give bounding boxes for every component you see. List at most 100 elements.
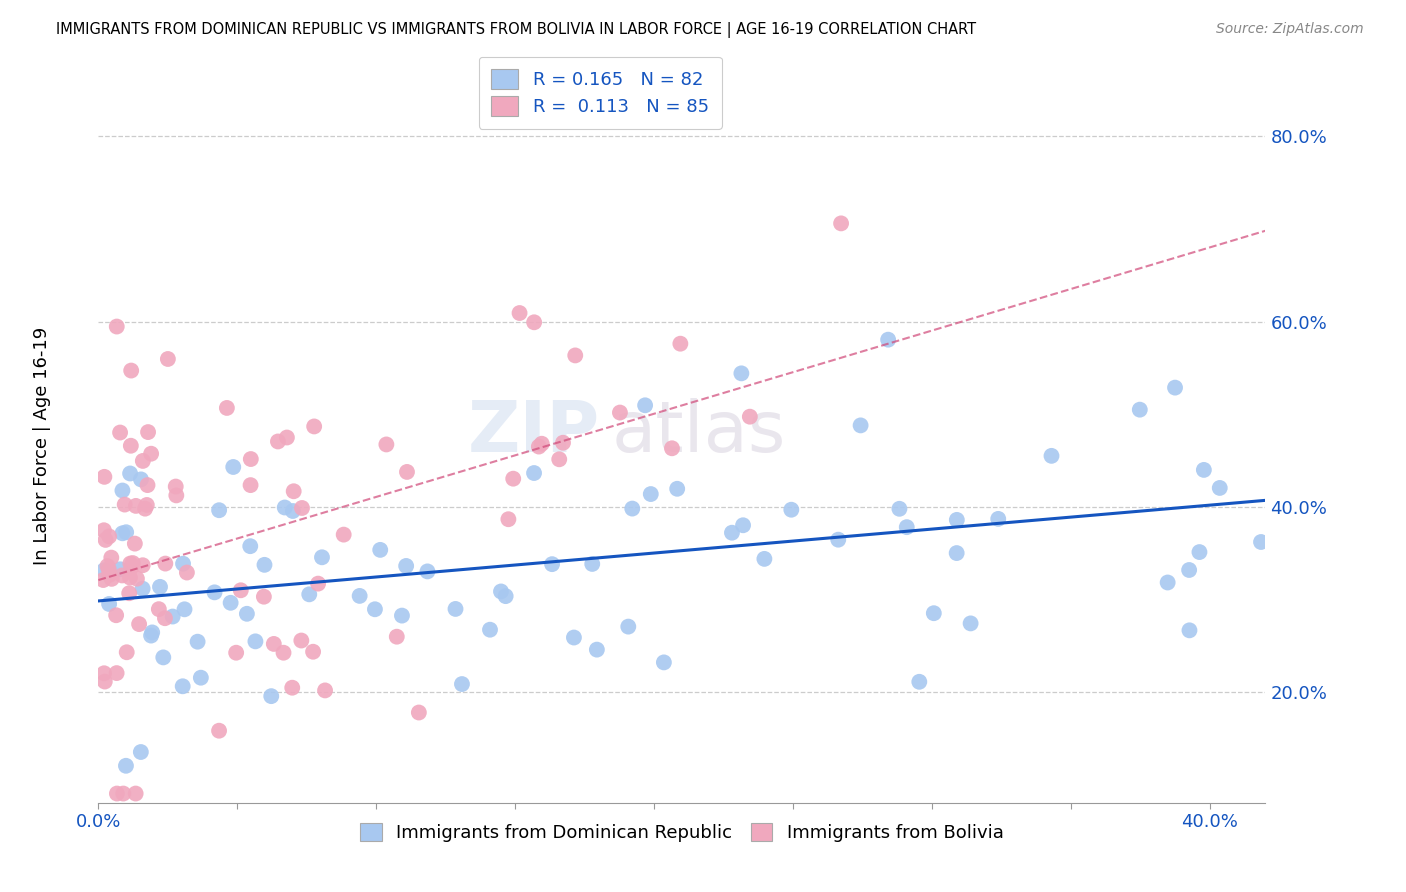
- Point: [222, 460, 245, 475]
- Point: [135, 498, 157, 512]
- Text: atlas: atlas: [612, 398, 786, 467]
- Point: [1178, 563, 1201, 577]
- Point: [416, 565, 439, 579]
- Point: [219, 596, 242, 610]
- Point: [239, 452, 262, 467]
- Point: [156, 351, 179, 366]
- Point: [105, 787, 128, 801]
- Text: Source: ZipAtlas.com: Source: ZipAtlas.com: [1216, 22, 1364, 37]
- Point: [375, 437, 398, 451]
- Point: [162, 609, 184, 624]
- Point: [239, 478, 262, 492]
- Point: [98, 529, 121, 543]
- Point: [666, 482, 689, 496]
- Point: [105, 608, 128, 623]
- Point: [564, 348, 586, 362]
- Point: [91, 573, 114, 587]
- Point: [153, 611, 176, 625]
- Point: [509, 306, 531, 320]
- Point: [152, 650, 174, 665]
- Point: [245, 634, 267, 648]
- Point: [364, 602, 387, 616]
- Point: [108, 562, 131, 576]
- Point: [190, 671, 212, 685]
- Point: [922, 606, 945, 620]
- Point: [125, 499, 148, 513]
- Point: [581, 557, 603, 571]
- Point: [114, 498, 136, 512]
- Point: [118, 586, 141, 600]
- Point: [283, 484, 305, 499]
- Point: [100, 572, 122, 586]
- Point: [173, 602, 195, 616]
- Point: [290, 633, 312, 648]
- Point: [1164, 381, 1187, 395]
- Point: [115, 525, 138, 540]
- Point: [121, 560, 143, 574]
- Point: [349, 589, 371, 603]
- Point: [640, 487, 662, 501]
- Point: [93, 523, 115, 537]
- Point: [669, 336, 692, 351]
- Point: [661, 442, 683, 456]
- Point: [118, 570, 141, 584]
- Point: [368, 542, 391, 557]
- Point: [946, 513, 969, 527]
- Point: [165, 488, 187, 502]
- Point: [120, 363, 142, 377]
- Point: [132, 558, 155, 573]
- Point: [298, 587, 321, 601]
- Point: [204, 585, 226, 599]
- Point: [105, 319, 128, 334]
- Point: [100, 550, 122, 565]
- Point: [148, 602, 170, 616]
- Point: [131, 582, 153, 596]
- Point: [987, 512, 1010, 526]
- Point: [208, 503, 231, 517]
- Text: In Labor Force | Age 16-19: In Labor Force | Age 16-19: [34, 326, 51, 566]
- Point: [111, 568, 134, 582]
- Point: [115, 758, 138, 772]
- Point: [273, 646, 295, 660]
- Point: [1192, 463, 1215, 477]
- Point: [253, 558, 276, 572]
- Point: [395, 465, 418, 479]
- Point: [523, 466, 546, 480]
- Point: [225, 646, 247, 660]
- Point: [498, 512, 520, 526]
- Point: [172, 557, 194, 571]
- Point: [302, 645, 325, 659]
- Point: [111, 526, 134, 541]
- Point: [738, 409, 761, 424]
- Point: [896, 520, 918, 534]
- Point: [302, 419, 325, 434]
- Legend: Immigrants from Dominican Republic, Immigrants from Bolivia: Immigrants from Dominican Republic, Immi…: [353, 815, 1011, 849]
- Point: [530, 436, 553, 450]
- Point: [721, 525, 744, 540]
- Point: [93, 666, 115, 681]
- Point: [444, 602, 467, 616]
- Point: [385, 630, 408, 644]
- Point: [408, 706, 430, 720]
- Point: [281, 504, 304, 518]
- Point: [96, 559, 118, 574]
- Point: [93, 470, 115, 484]
- Point: [479, 623, 502, 637]
- Point: [617, 619, 640, 633]
- Point: [129, 472, 152, 486]
- Point: [754, 552, 776, 566]
- Point: [1188, 545, 1211, 559]
- Point: [1129, 402, 1152, 417]
- Point: [307, 576, 329, 591]
- Point: [586, 642, 609, 657]
- Point: [208, 723, 231, 738]
- Point: [125, 572, 148, 586]
- Point: [1178, 624, 1201, 638]
- Point: [276, 430, 298, 444]
- Point: [120, 557, 142, 571]
- Point: [541, 557, 564, 571]
- Point: [236, 607, 259, 621]
- Point: [260, 689, 283, 703]
- Point: [621, 501, 644, 516]
- Point: [551, 435, 574, 450]
